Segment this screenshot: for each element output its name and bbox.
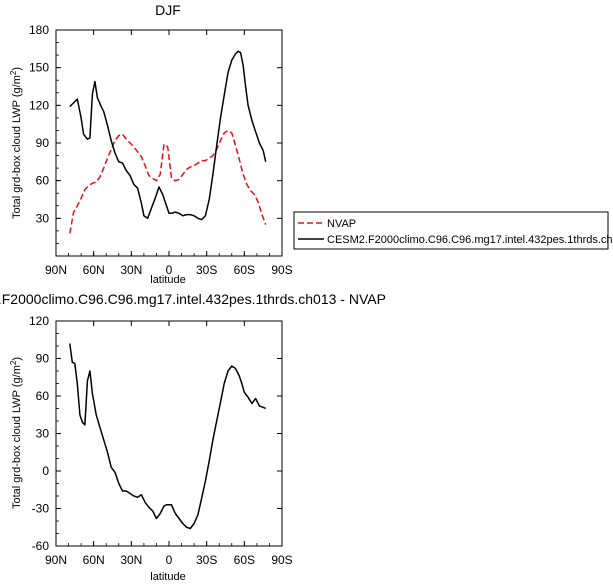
chart-title: DJF bbox=[155, 2, 181, 18]
chart-title: 2.F2000climo.C96.C96.mg17.intel.432pes.1… bbox=[0, 291, 386, 307]
y-axis: 30 60 90 120 150 180 bbox=[29, 23, 282, 257]
legend-box bbox=[293, 211, 609, 250]
x-tick-label: 30S bbox=[196, 553, 217, 567]
y-tick-label: 90 bbox=[36, 352, 50, 366]
x-tick-label: 90N bbox=[45, 553, 67, 567]
x-tick-label: 60S bbox=[234, 553, 255, 567]
y-tick-label: 0 bbox=[42, 464, 49, 478]
y-tick-label: -30 bbox=[32, 502, 50, 516]
x-tick-label: 90S bbox=[271, 263, 292, 277]
legend: NVAP CESM2.F2000climo.C96.C96.mg17.intel… bbox=[293, 211, 613, 250]
x-tick-label: 90S bbox=[271, 553, 292, 567]
x-tick-label: 30N bbox=[120, 553, 142, 567]
y-tick-label: 30 bbox=[36, 427, 50, 441]
x-tick-label: 60N bbox=[83, 553, 105, 567]
y-tick-label: -60 bbox=[32, 539, 50, 553]
y-tick-label: 180 bbox=[29, 23, 49, 37]
series-line-difference bbox=[69, 343, 267, 530]
y-axis-label: Total grd-box cloud LWP (g/m2) bbox=[9, 67, 24, 219]
y-tick-label: 90 bbox=[36, 136, 50, 150]
y-tick-label: 60 bbox=[36, 389, 50, 403]
y-tick-label: 30 bbox=[36, 211, 50, 225]
x-tick-label: 0 bbox=[166, 553, 173, 567]
y-axis-label: Total grd-box cloud LWP (g/m2) bbox=[9, 357, 24, 509]
series-line-cesm2 bbox=[69, 50, 267, 221]
legend-label-cesm2: CESM2.F2000climo.C96.C96.mg17.intel.432p… bbox=[327, 234, 613, 246]
x-axis-label: latitude bbox=[150, 274, 185, 286]
y-axis: -60 -30 0 30 60 90 120 bbox=[29, 314, 282, 553]
y-tick-label: 60 bbox=[36, 174, 50, 188]
plot-frame bbox=[55, 320, 283, 547]
y-tick-label: 150 bbox=[29, 61, 49, 75]
y-tick-label: 120 bbox=[29, 98, 49, 112]
series-line-nvap bbox=[69, 129, 267, 234]
x-axis: 90N 60N 30N 0 30S 60S 90S bbox=[45, 30, 293, 277]
legend-label-nvap: NVAP bbox=[327, 218, 356, 230]
x-tick-label: 30S bbox=[196, 263, 217, 277]
plot-frame bbox=[55, 29, 283, 257]
x-axis-label: latitude bbox=[150, 571, 185, 583]
x-tick-label: 0 bbox=[166, 263, 173, 277]
x-tick-label: 90N bbox=[45, 263, 67, 277]
x-axis: 90N 60N 30N 0 30S 60S 90S bbox=[45, 321, 293, 567]
x-tick-label: 60S bbox=[234, 263, 255, 277]
series-group bbox=[69, 343, 267, 530]
series-group bbox=[69, 50, 267, 234]
bottom-chart: 2.F2000climo.C96.C96.mg17.intel.432pes.1… bbox=[0, 291, 386, 583]
x-tick-label: 60N bbox=[83, 263, 105, 277]
y-tick-label: 120 bbox=[29, 314, 49, 328]
x-tick-label: 30N bbox=[120, 263, 142, 277]
